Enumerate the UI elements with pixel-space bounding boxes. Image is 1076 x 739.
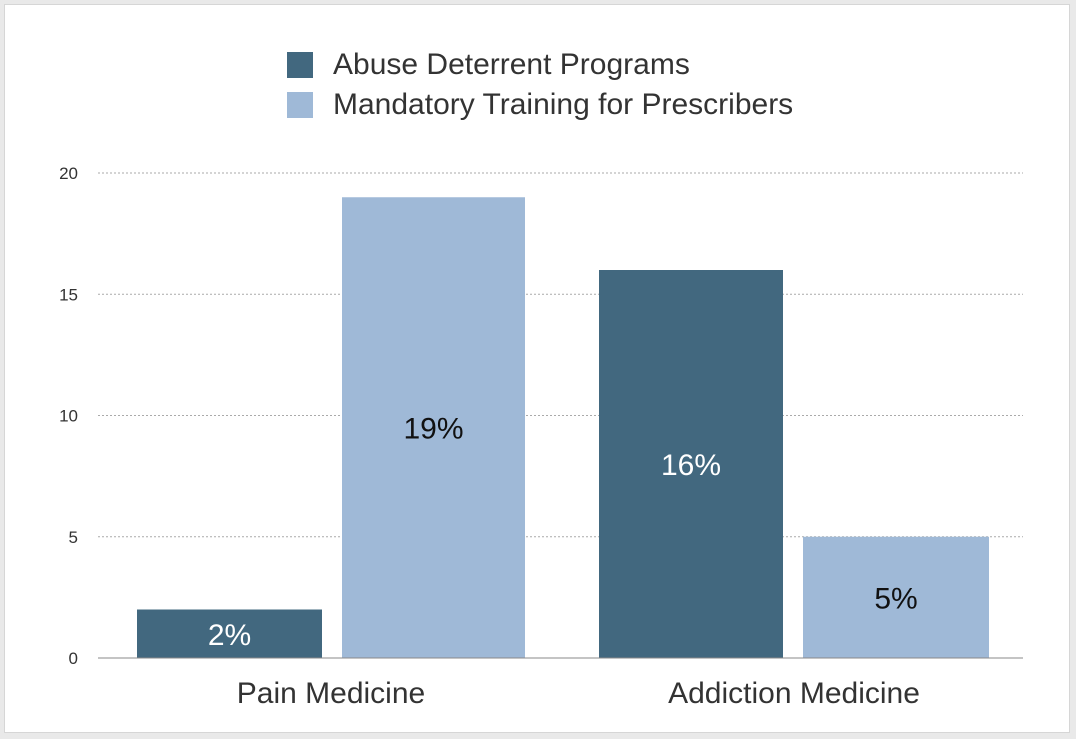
x-category-label-0: Pain Medicine <box>237 677 425 710</box>
bar-0-1 <box>342 197 525 658</box>
legend-label-abuse-deterrent: Abuse Deterrent Programs <box>333 48 690 81</box>
chart-legend: Abuse Deterrent Programs Mandatory Train… <box>287 45 793 125</box>
y-tick-label-10: 10 <box>59 407 78 426</box>
bar-1-0 <box>599 270 783 658</box>
data-label-0-1: 19% <box>403 413 463 446</box>
legend-item-abuse-deterrent: Abuse Deterrent Programs <box>287 45 793 85</box>
x-category-label-1: Addiction Medicine <box>668 677 920 710</box>
y-tick-label-20: 20 <box>59 164 78 183</box>
y-tick-label-0: 0 <box>69 649 78 668</box>
legend-label-mandatory-training: Mandatory Training for Prescribers <box>333 88 794 121</box>
bar-0-0 <box>137 609 322 658</box>
data-label-1-1: 5% <box>874 582 917 615</box>
bar-1-1 <box>803 536 989 658</box>
data-label-1-0: 16% <box>661 449 721 482</box>
legend-swatch-mandatory-training <box>287 92 313 118</box>
y-tick-label-15: 15 <box>59 285 78 304</box>
y-tick-label-5: 5 <box>69 528 78 547</box>
legend-swatch-abuse-deterrent <box>287 52 313 78</box>
data-label-0-0: 2% <box>208 619 251 652</box>
legend-item-mandatory-training: Mandatory Training for Prescribers <box>287 85 793 125</box>
